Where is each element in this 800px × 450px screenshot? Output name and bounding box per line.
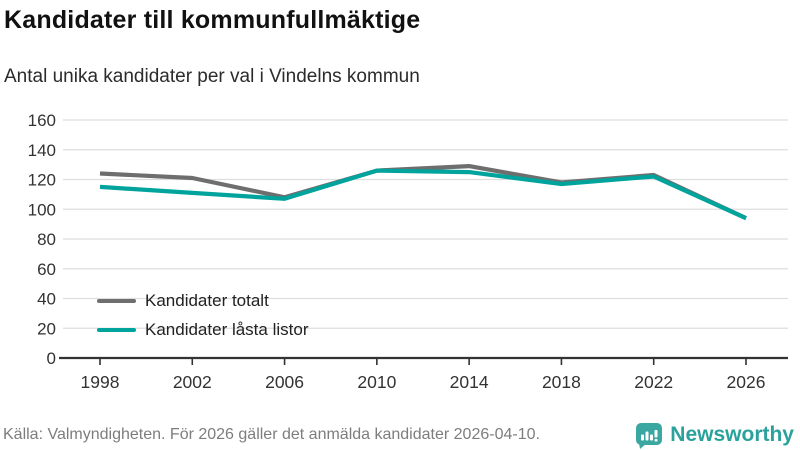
legend-item-total: Kandidater totalt (97, 290, 308, 312)
chart-subtitle: Antal unika kandidater per val i Vindeln… (4, 66, 420, 87)
y-tick-label-80: 80 (37, 230, 56, 249)
y-tick-label-60: 60 (37, 260, 56, 279)
newsworthy-logo-text: Newsworthy (670, 423, 794, 446)
y-tick-label-0: 0 (47, 349, 56, 368)
x-tick-label-2010: 2010 (357, 372, 396, 392)
x-tick-label-2026: 2026 (727, 372, 766, 392)
newsworthy-logo-icon (636, 423, 663, 449)
chart-title: Kandidater till kommunfullmäktige (4, 6, 421, 34)
series-line-1 (99, 168, 747, 221)
legend-label-total: Kandidater totalt (145, 291, 269, 310)
newsworthy-logo: Newsworthy (635, 421, 794, 449)
legend-label-locked: Kandidater låsta listor (145, 320, 309, 339)
x-tick-label-2022: 2022 (634, 372, 673, 392)
source-note: Källa: Valmyndigheten. För 2026 gäller d… (3, 426, 540, 443)
x-tick-label-2002: 2002 (173, 372, 212, 392)
x-tick-label-2014: 2014 (450, 372, 489, 392)
y-tick-label-160: 160 (28, 111, 56, 130)
y-tick-label-40: 40 (37, 290, 56, 309)
legend-item-locked: Kandidater låsta listor (97, 319, 308, 341)
x-tick-label-2006: 2006 (265, 372, 304, 392)
y-tick-label-120: 120 (28, 171, 56, 190)
y-tick-label-140: 140 (28, 141, 56, 160)
chart-legend: Kandidater totalt Kandidater låsta listo… (97, 290, 308, 341)
footer: Källa: Valmyndigheten. För 2026 gäller d… (0, 420, 800, 450)
x-tick-label-2018: 2018 (542, 372, 581, 392)
y-tick-label-100: 100 (28, 200, 56, 219)
legend-swatch-locked (97, 328, 136, 332)
legend-swatch-total (97, 299, 136, 303)
y-tick-label-20: 20 (37, 319, 56, 338)
x-tick-label-1998: 1998 (81, 372, 120, 392)
